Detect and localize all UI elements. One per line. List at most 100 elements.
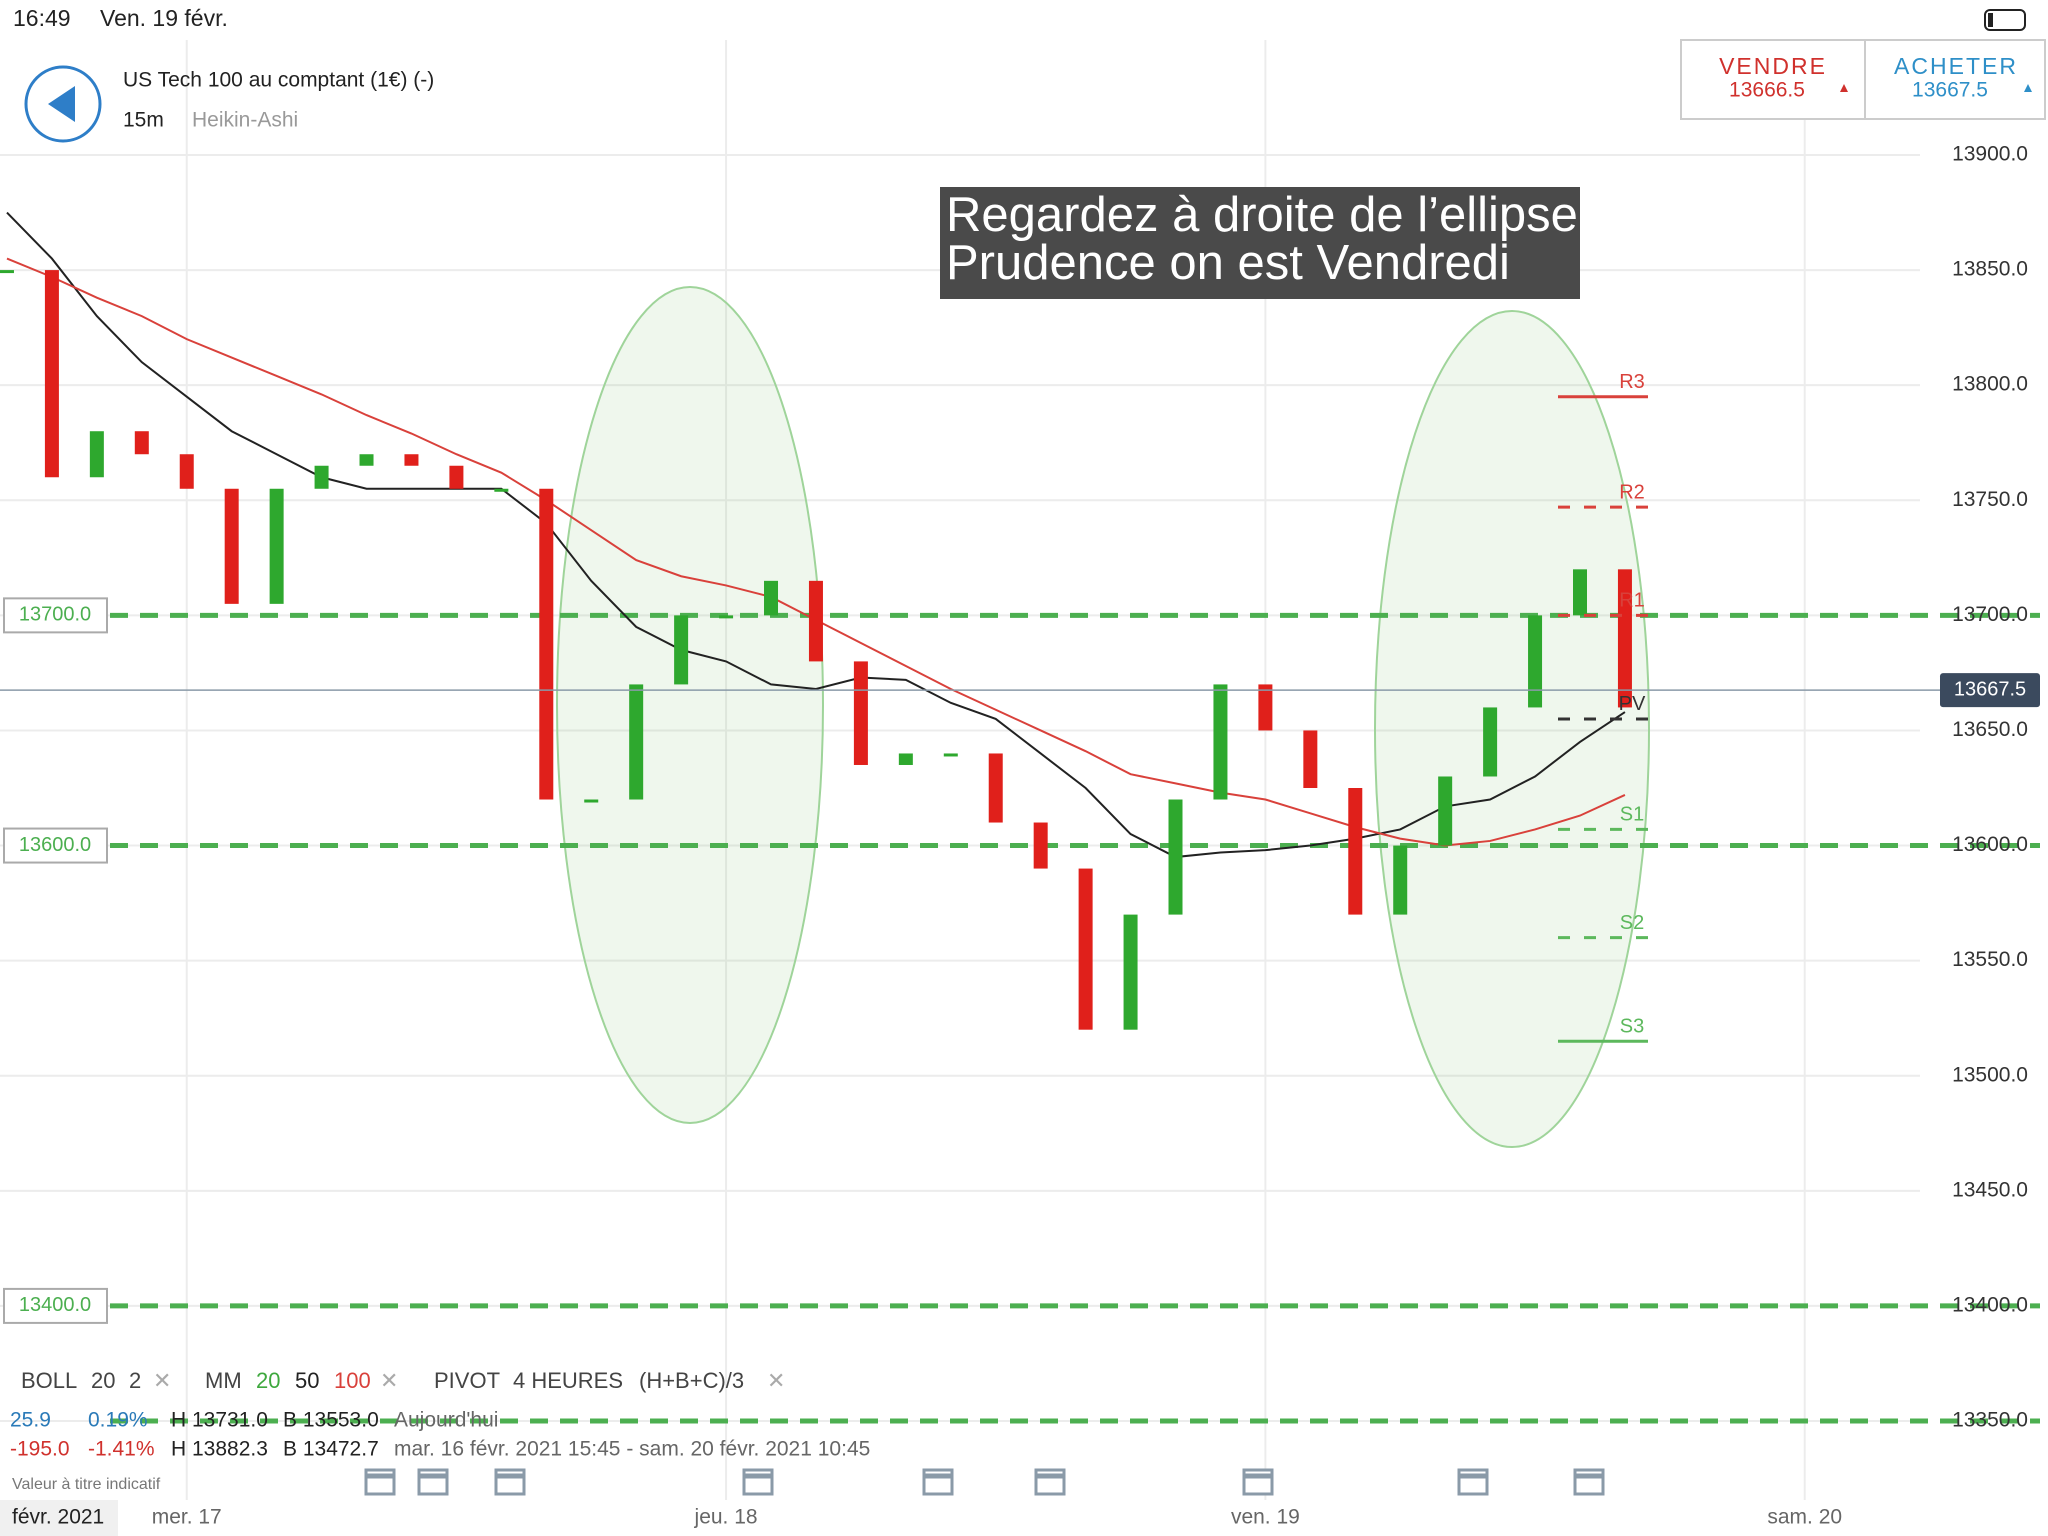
stat-low: B 13553.0 (283, 1409, 379, 1432)
x-tick-label: mer. 17 (152, 1506, 222, 1529)
annotation-box[interactable] (940, 187, 1580, 299)
stat-change-pct: 0.19% (88, 1409, 148, 1432)
pivot-label: S2 (1620, 912, 1644, 934)
pivot-label: S3 (1620, 1015, 1644, 1037)
status-date: Ven. 19 févr. (100, 5, 228, 31)
x-tick-label: ven. 19 (1231, 1506, 1300, 1529)
indicator-param: 100 (334, 1368, 371, 1393)
candle (1213, 684, 1228, 800)
candle (674, 615, 689, 685)
candle (269, 488, 284, 604)
candle (1393, 845, 1408, 915)
level-label-box[interactable] (3, 1287, 108, 1324)
candle (1168, 799, 1183, 915)
indicator-param: 50 (295, 1368, 319, 1393)
indicator-param: 20 (256, 1368, 280, 1393)
pivot-label: PV (1619, 693, 1646, 715)
y-tick-label: 13850.0 (1952, 258, 2028, 281)
indicator-param: 4 HEURES (513, 1368, 623, 1393)
battery-level (1988, 13, 1993, 27)
pivot-label: S1 (1620, 804, 1644, 826)
pivot-label: R2 (1619, 481, 1645, 503)
candle (719, 615, 734, 619)
y-tick-label: 13600.0 (1952, 833, 2028, 856)
x-tick-label: sam. 20 (1767, 1506, 1842, 1529)
stat-period: Aujourd'hui (394, 1409, 498, 1432)
candle (988, 753, 1003, 823)
candle (494, 488, 509, 492)
timeframe[interactable]: 15m (123, 109, 164, 132)
back-arrow (48, 86, 75, 122)
pivot-label: R1 (1619, 590, 1645, 612)
remove-indicator[interactable]: ✕ (153, 1368, 171, 1393)
last-price-box (1940, 673, 2040, 708)
y-tick-label: 13450.0 (1952, 1178, 2028, 1201)
sell-label: VENDRE (1719, 53, 1827, 79)
last-price-label: 13667.5 (1954, 678, 2026, 700)
stat-period: mar. 16 févr. 2021 15:45 - sam. 20 févr.… (394, 1438, 870, 1461)
candle (943, 753, 958, 757)
remove-indicator[interactable]: ✕ (767, 1368, 785, 1393)
sell-button[interactable]: VENDRE 13666.5 (1719, 53, 1848, 102)
indicator-param: (H+B+C)/3 (639, 1368, 744, 1393)
stat-high: H 13731.0 (171, 1409, 268, 1432)
y-tick-label: 13500.0 (1952, 1063, 2028, 1086)
y-tick-label: 13700.0 (1952, 603, 2028, 626)
y-tick-label: 13350.0 (1952, 1409, 2028, 1432)
candle (764, 580, 779, 616)
y-tick-label: 13650.0 (1952, 718, 2028, 741)
y-tick-label: 13400.0 (1952, 1293, 2028, 1316)
candle (0, 270, 14, 274)
date-label-bg (0, 1500, 118, 1536)
ellipse-drawing[interactable] (556, 286, 824, 1124)
candle (1123, 914, 1138, 1030)
stat-change: 25.9 (10, 1409, 51, 1432)
sell-arrow (1840, 84, 1848, 92)
candle (404, 454, 419, 466)
chart-style[interactable]: Heikin-Ashi (192, 109, 298, 132)
footnote: Valeur à titre indicatif (12, 1476, 161, 1493)
candle (1528, 615, 1543, 708)
buy-arrow (2024, 84, 2032, 92)
y-tick-label: 13550.0 (1952, 948, 2028, 971)
candle (314, 465, 329, 489)
annotation-text: Regardez à droite de l’ellipse (946, 188, 1578, 242)
ellipse-drawing[interactable] (1374, 310, 1650, 1148)
instrument-name: US Tech 100 au comptant (1€) (-) (123, 69, 434, 92)
buy-button[interactable]: ACHETER 13667.5 (1894, 53, 2032, 102)
y-tick-label: 13900.0 (1952, 143, 2028, 166)
indicator-name[interactable]: BOLL (21, 1368, 77, 1393)
level-label: 13600.0 (19, 834, 91, 856)
candle (224, 488, 239, 604)
marks: 13700.0 13600.0 13400.0 R3 R2 R1 PV S1 S2 S3 13667… (0, 211, 2040, 1424)
date-label: févr. 2021 (12, 1506, 104, 1529)
level-label: 13700.0 (19, 604, 91, 626)
level-label: 13400.0 (19, 1294, 91, 1316)
x-tick-label: jeu. 18 (694, 1506, 758, 1529)
level-label-box[interactable] (3, 597, 108, 634)
pivot-label: R3 (1619, 371, 1645, 393)
calendar-icons (364, 1468, 1605, 1496)
indicator-param: 2 (129, 1368, 141, 1393)
indicator-name[interactable]: PIVOT (434, 1368, 500, 1393)
candle (1573, 569, 1587, 616)
level-label-box[interactable] (3, 827, 108, 864)
candle (134, 431, 149, 455)
status-time: 16:49 (13, 5, 71, 31)
candle (449, 465, 464, 489)
remove-indicator[interactable]: ✕ (380, 1368, 398, 1393)
candle (629, 684, 644, 800)
buy-label: ACHETER (1894, 53, 2018, 79)
stat-change-pct: -1.41% (88, 1438, 155, 1461)
stat-low: B 13472.7 (283, 1438, 379, 1461)
candle (1483, 707, 1498, 777)
candle (898, 753, 913, 765)
quote-box (1680, 39, 2046, 120)
indicator-name[interactable]: MM (205, 1368, 242, 1393)
candle (359, 454, 374, 466)
candle (179, 454, 194, 489)
stat-change: -195.0 (10, 1438, 70, 1461)
sell-price: 13666.5 (1729, 79, 1805, 102)
candle (1348, 788, 1363, 915)
